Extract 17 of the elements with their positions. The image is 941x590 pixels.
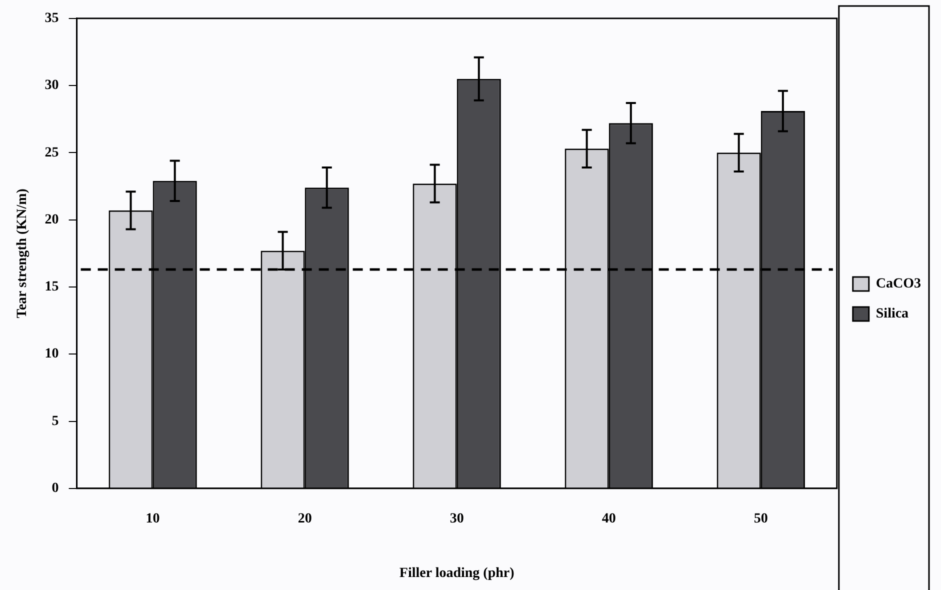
- y-tick-label: 25: [44, 145, 59, 160]
- y-tick-label: 5: [52, 414, 59, 429]
- y-axis-title: Tear strength (KN/m): [15, 188, 30, 318]
- x-tick-label: 30: [450, 511, 464, 526]
- x-tick-label: 20: [298, 511, 312, 526]
- x-tick-label: 10: [146, 511, 160, 526]
- y-tick-label: 0: [52, 481, 59, 496]
- x-tick-label: 40: [602, 511, 616, 526]
- y-tick-label: 20: [44, 212, 59, 228]
- y-tick-label: 35: [44, 11, 59, 26]
- legend-label: CaCO3: [876, 276, 922, 292]
- legend-label: Silica: [876, 306, 909, 322]
- y-tick-label: 15: [44, 280, 59, 295]
- x-axis-title: Filler loading (phr): [399, 566, 515, 582]
- y-tick-label: 10: [44, 346, 59, 362]
- y-tick-label: 30: [44, 78, 59, 94]
- x-tick-label: 50: [754, 511, 768, 526]
